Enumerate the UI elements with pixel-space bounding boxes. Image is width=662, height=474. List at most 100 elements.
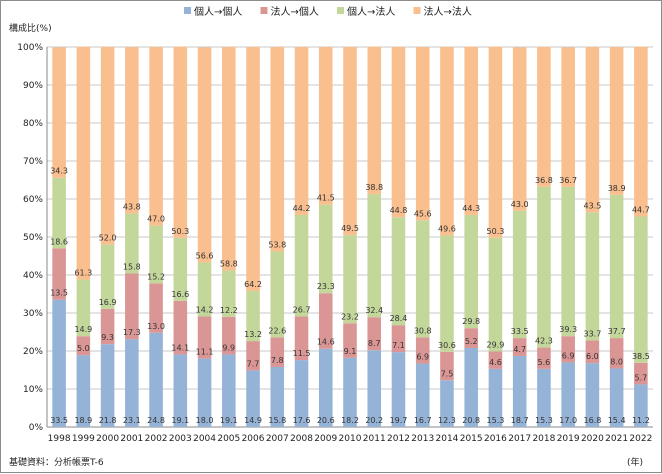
bar-segment (100, 344, 115, 427)
x-tick-label: 2020 (581, 434, 604, 444)
data-label: 14.9 (244, 416, 262, 425)
data-label: 38.9 (608, 184, 626, 193)
bar-segment (537, 186, 551, 348)
x-tick-label: 2010 (339, 434, 362, 444)
x-tick-label: 2013 (411, 434, 434, 444)
bar-segment (634, 46, 648, 217)
bar-segment (270, 251, 285, 338)
data-label: 29.9 (487, 340, 505, 349)
bar-segment (100, 244, 115, 309)
bar-segment (197, 47, 212, 263)
x-tick-label: 2006 (242, 434, 265, 444)
data-label: 44.3 (462, 204, 480, 213)
data-label: 18.6 (50, 237, 68, 246)
x-tick-label: 1999 (72, 434, 95, 444)
x-axis-label: (年) (627, 456, 643, 468)
data-label: 15.8 (123, 262, 141, 271)
data-label: 20.2 (365, 416, 383, 425)
data-label: 61.3 (74, 269, 92, 278)
data-label: 17.6 (293, 416, 311, 425)
data-label: 43.0 (511, 200, 529, 209)
data-label: 17.0 (559, 416, 577, 425)
x-tick-label: 2016 (484, 434, 507, 444)
bar-segment (561, 362, 575, 427)
bar-segment (512, 47, 527, 211)
x-tick-label: 2001 (120, 434, 143, 444)
bar-segment (440, 235, 454, 352)
data-label: 43.8 (123, 202, 141, 211)
data-label: 15.3 (487, 416, 505, 425)
data-label: 33.7 (583, 329, 601, 338)
bar-segment (537, 47, 551, 187)
bar-segment (561, 336, 575, 363)
x-tick-label: 2007 (266, 434, 289, 444)
data-label: 50.3 (487, 227, 505, 236)
data-label: 19.1 (171, 416, 189, 425)
bar-segment (343, 357, 357, 427)
bar-segment (561, 186, 575, 337)
data-label: 19.7 (390, 416, 408, 425)
y-tick-label: 40% (23, 271, 43, 281)
y-tick-label: 60% (23, 195, 43, 205)
data-label: 39.3 (559, 325, 577, 334)
bar-segment (76, 46, 91, 280)
bar-segment (488, 46, 503, 238)
bar-segment (415, 220, 430, 338)
legend-swatch (260, 7, 268, 14)
bar-segment (294, 214, 309, 317)
bar-segment (440, 47, 454, 236)
bar-segment (270, 47, 285, 252)
bar-segment (76, 279, 91, 337)
data-label: 49.6 (438, 224, 456, 233)
bar-segment (52, 177, 66, 249)
bar-segment (222, 270, 236, 317)
bar-segment (464, 214, 478, 329)
bar-segment (294, 360, 309, 427)
bar-segment (512, 355, 527, 427)
bar-segment (246, 370, 260, 427)
data-label: 9.9 (222, 343, 235, 352)
x-tick-label: 2017 (508, 434, 531, 444)
data-label: 14.2 (196, 305, 214, 314)
bar-segment (488, 351, 503, 369)
data-label: 33.5 (511, 327, 529, 336)
x-tick-label: 2003 (169, 434, 192, 444)
data-label: 7.8 (271, 356, 284, 365)
bar-segment (367, 317, 382, 351)
x-tick-label: 2002 (145, 434, 168, 444)
bar-segment (464, 46, 478, 215)
data-label: 42.3 (535, 337, 553, 346)
data-label: 58.8 (220, 259, 238, 268)
bar-segment (246, 341, 260, 371)
data-label: 13.0 (147, 322, 165, 331)
bar-segment (634, 384, 648, 427)
data-label: 14.6 (317, 338, 335, 347)
y-tick-label: 30% (23, 309, 43, 319)
bar-segment (173, 354, 188, 427)
bar-segment (391, 47, 406, 218)
data-label: 18.2 (341, 416, 359, 425)
data-label: 6.9 (562, 351, 575, 360)
x-axis-ticks: 1998 1999 2000 2001 2002 2003 2004 2005 2006 2007… (48, 434, 653, 444)
bar-segment (318, 204, 333, 294)
data-label: 23.3 (317, 282, 335, 291)
bar-segment (343, 235, 357, 324)
bar-segment (318, 47, 333, 205)
x-tick-label: 2018 (532, 434, 555, 444)
bar-segment (52, 47, 66, 178)
data-label: 23.2 (341, 312, 359, 321)
bar-segment (149, 47, 163, 226)
data-label: 16.6 (171, 290, 189, 299)
bar-segment (52, 248, 66, 300)
bar-segment (52, 299, 66, 427)
data-label: 29.8 (462, 317, 480, 326)
data-label: 21.8 (99, 416, 117, 425)
bar-segment (197, 316, 212, 359)
y-tick-label: 20% (23, 347, 43, 357)
bar-segment (125, 47, 139, 214)
data-label: 5.6 (538, 358, 551, 367)
bar-segment (634, 216, 648, 363)
bar-segment (125, 339, 139, 427)
data-label: 53.8 (268, 240, 286, 249)
